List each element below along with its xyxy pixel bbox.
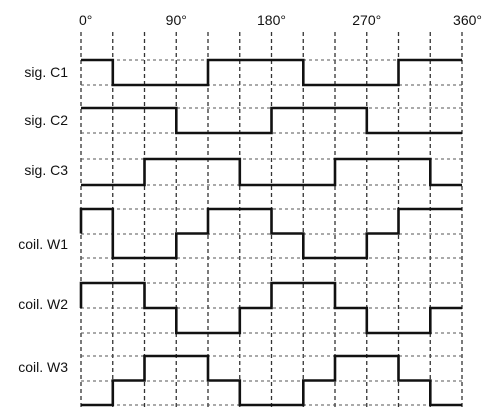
degree-axis: 0° 90° 180° 270° 360° (79, 12, 482, 28)
waveform-line (81, 58, 462, 87)
degree-label: 0° (79, 12, 92, 28)
waveform-line (79, 207, 462, 260)
waveform-line (81, 157, 462, 187)
signal-label: coil. W3 (18, 359, 68, 375)
waveforms (79, 58, 462, 407)
degree-label: 90° (166, 12, 187, 28)
degree-label: 180° (257, 12, 286, 28)
signal-label: sig. C1 (24, 64, 68, 80)
signal-labels: sig. C1 sig. C2 sig. C3 coil. W1 coil. W2 coi… (18, 64, 68, 375)
waveform-line (81, 106, 462, 135)
signal-label: sig. C2 (24, 112, 68, 128)
degree-label: 270° (352, 12, 381, 28)
signal-label: sig. C3 (24, 162, 68, 178)
signal-label: coil. W2 (18, 296, 68, 312)
degree-label: 360° (453, 12, 482, 28)
signal-label: coil. W1 (18, 236, 68, 252)
waveform-line (79, 281, 462, 335)
waveform-line (81, 354, 462, 407)
